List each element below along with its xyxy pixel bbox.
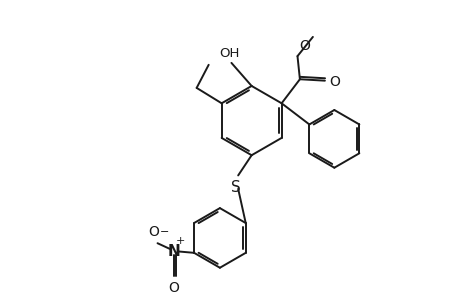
Text: −: − [159,227,168,237]
Text: O: O [168,281,179,295]
Text: N: N [167,244,180,259]
Text: OH: OH [218,46,239,59]
Text: O: O [299,39,310,53]
Text: +: + [175,236,185,246]
Text: O: O [329,75,340,88]
Text: O: O [148,225,159,239]
Text: S: S [231,180,241,195]
